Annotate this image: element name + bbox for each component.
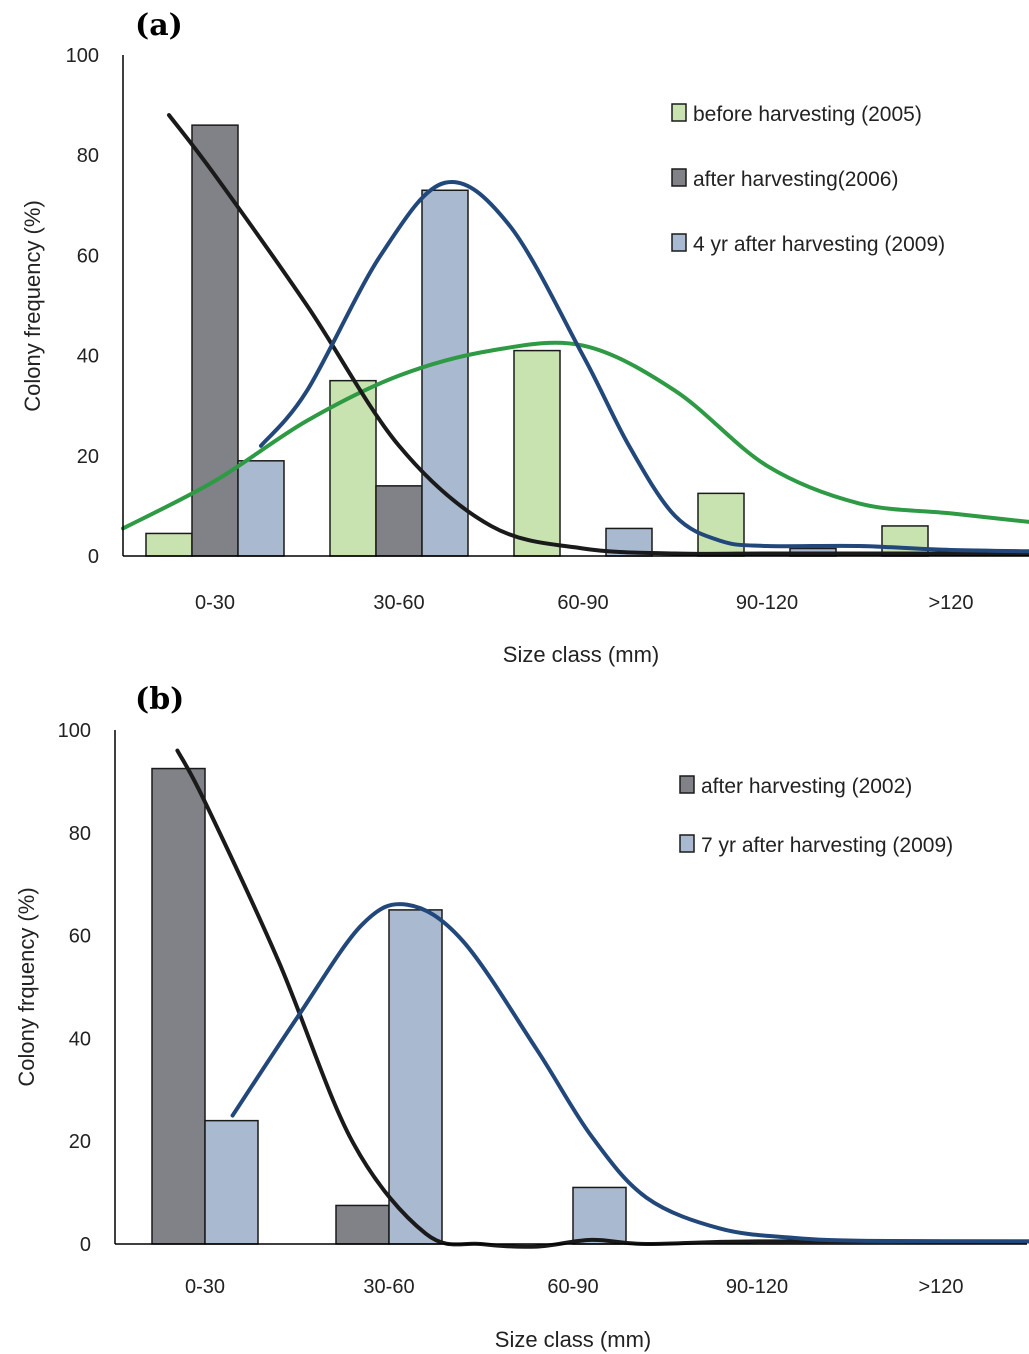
panel-a-x-axis-title: Size class (mm) [503,642,659,667]
x-tick-label: 90-120 [736,592,798,614]
panel-b-x-axis-title: Size class (mm) [495,1327,651,1352]
bar [421,189,469,557]
y-tick-label: 20 [77,446,99,468]
bar [572,1186,627,1245]
y-tick-label: 20 [69,1131,91,1153]
y-tick-label: 0 [88,546,99,568]
x-tick-label: >120 [928,592,973,614]
x-tick-label: 90-120 [726,1276,788,1298]
y-tick-label: 40 [69,1028,91,1050]
legend-label: after harvesting (2002) [701,775,912,798]
legend-swatch [671,168,687,187]
legend-label: after harvesting(2006) [693,168,898,191]
y-tick-label: 80 [69,823,91,845]
trend-line [175,748,1029,1249]
bar [204,1119,259,1245]
legend-swatch [679,834,695,853]
bar [388,909,443,1245]
x-tick-label: 0-30 [185,1276,225,1298]
bar [513,349,561,557]
trend-line [121,340,1029,531]
y-tick-label: 80 [77,145,99,167]
bar [145,532,193,557]
bar [881,525,929,557]
panel-b-chart: (b) 0 20 40 60 80 100 0-30 30-60 60-90 90-120 >12… [14,682,1029,1352]
x-tick-label: 0-30 [195,592,235,614]
y-tick-label: 60 [69,926,91,948]
x-tick-label: 30-60 [373,592,424,614]
legend-swatch [671,233,687,252]
trend-line [230,902,1029,1244]
y-tick-label: 40 [77,346,99,368]
legend-swatch [679,775,695,794]
x-tick-label: 60-90 [547,1276,598,1298]
trend-line [167,113,1029,556]
bar [335,1204,390,1245]
y-tick-label: 100 [66,45,99,67]
legend-label: 7 yr after harvesting (2009) [701,834,953,857]
x-tick-label: >120 [918,1276,963,1298]
legend-label: 4 yr after harvesting (2009) [693,233,945,256]
panel-b-y-axis-title: Colony frquency (%) [14,887,39,1086]
legend-label: before harvesting (2005) [693,103,922,126]
panel-a-chart: (a) 0 20 40 60 80 100 0-30 30-60 60-90 90-120 >12… [20,8,1029,667]
x-tick-label: 60-90 [557,592,608,614]
y-tick-label: 60 [77,245,99,267]
bar [375,485,423,557]
x-tick-label: 30-60 [363,1276,414,1298]
bar [329,379,377,557]
y-tick-label: 100 [58,720,91,742]
bar [237,460,285,557]
bar [151,767,206,1245]
trend-line [259,179,1029,554]
legend-swatch [671,103,687,122]
panel-a-y-axis-title: Colony frequency (%) [20,200,45,412]
panel-a-label: (a) [135,8,183,43]
y-tick-label: 0 [80,1234,91,1256]
panel-b-label: (b) [135,682,184,717]
